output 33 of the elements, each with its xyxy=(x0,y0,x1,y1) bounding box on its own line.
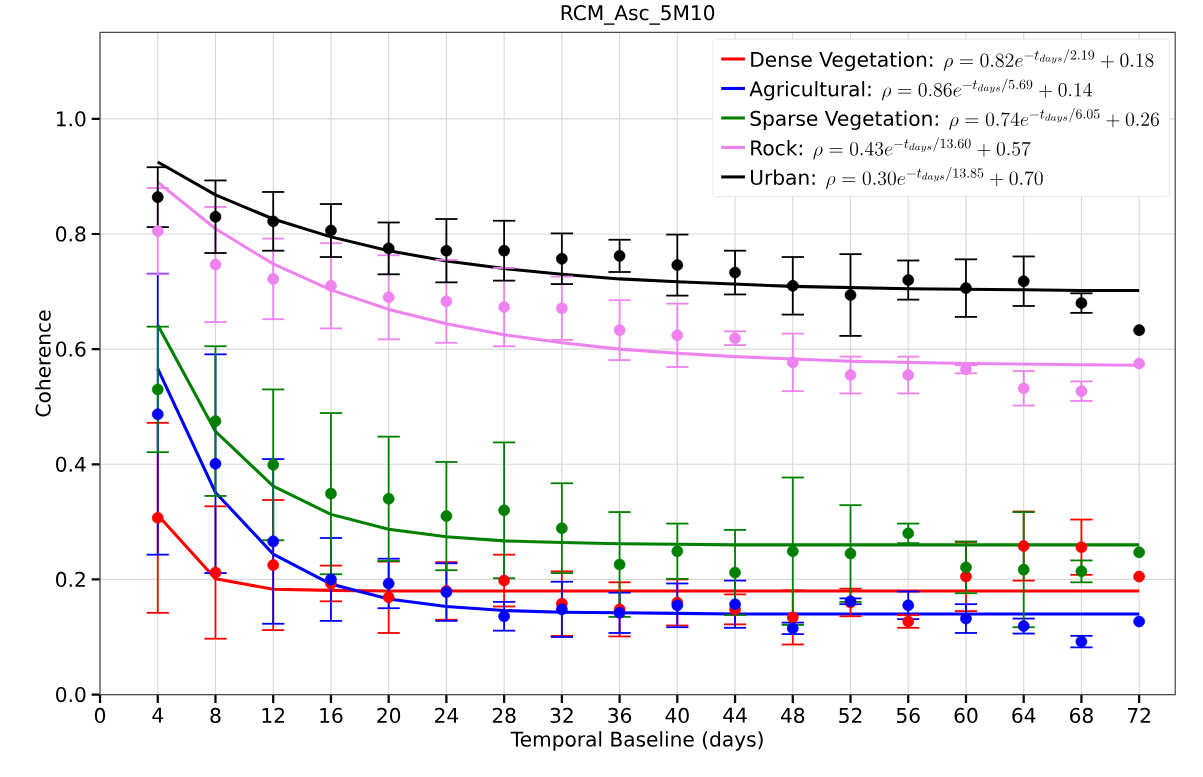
chart-title: RCM_Asc_5M10 xyxy=(561,5,715,26)
legend-label: $\mbox{Sparse Vegetation: }\rho=0.74e^{-t_{days}/6.05}+0.26$ xyxy=(750,108,1159,131)
x-tick-label: 12 xyxy=(262,708,285,723)
x-tick-label: 0 xyxy=(94,708,106,724)
y-tick-label: 0.4 xyxy=(56,456,86,473)
x-tick-label: 44 xyxy=(723,708,747,723)
x-tick-label: 8 xyxy=(210,708,221,724)
x-tick-label: 56 xyxy=(896,708,920,724)
y-axis-title: Coherence xyxy=(35,310,51,417)
x-tick-label: 68 xyxy=(1070,708,1093,724)
y-tick-label: 0.2 xyxy=(56,572,85,588)
x-tick-label: 48 xyxy=(780,708,805,724)
legend-label: $\mbox{Agricultural: }\rho=0.86e^{-t_{days}/5.69}+0.14$ xyxy=(749,78,1092,101)
x-tick-label: 52 xyxy=(839,708,862,724)
y-tick-label: 0.6 xyxy=(56,341,86,357)
legend-label: $\mbox{Rock: }\rho=0.43e^{-t_{days}/13.60}+0.57$ xyxy=(751,137,1031,160)
x-tick-label: 72 xyxy=(1127,708,1150,723)
x-tick-label: 32 xyxy=(550,708,573,724)
x-tick-label: 20 xyxy=(377,708,401,724)
x-tick-label: 24 xyxy=(435,708,459,723)
x-tick-label: 16 xyxy=(320,708,343,724)
x-axis-title: Temporal Baseline (days) xyxy=(510,731,763,751)
x-tick-label: 64 xyxy=(1012,708,1036,724)
y-tick-label: 0.0 xyxy=(56,687,86,703)
legend-label: $\mbox{Urban: }\rho=0.30e^{-t_{days}/13.85}+0.70$ xyxy=(750,167,1043,190)
x-tick-label: 60 xyxy=(954,708,978,724)
x-tick-label: 36 xyxy=(608,708,632,724)
x-tick-label: 4 xyxy=(152,708,164,723)
legend-label: $\mbox{Dense Vegetation: }\rho=0.82e^{-t_{days}/2.19}+0.18$ xyxy=(751,49,1154,72)
y-tick-label: 1.0 xyxy=(56,111,86,127)
x-tick-label: 40 xyxy=(665,708,689,724)
y-tick-label: 0.8 xyxy=(56,226,86,242)
x-tick-label: 28 xyxy=(492,708,516,724)
